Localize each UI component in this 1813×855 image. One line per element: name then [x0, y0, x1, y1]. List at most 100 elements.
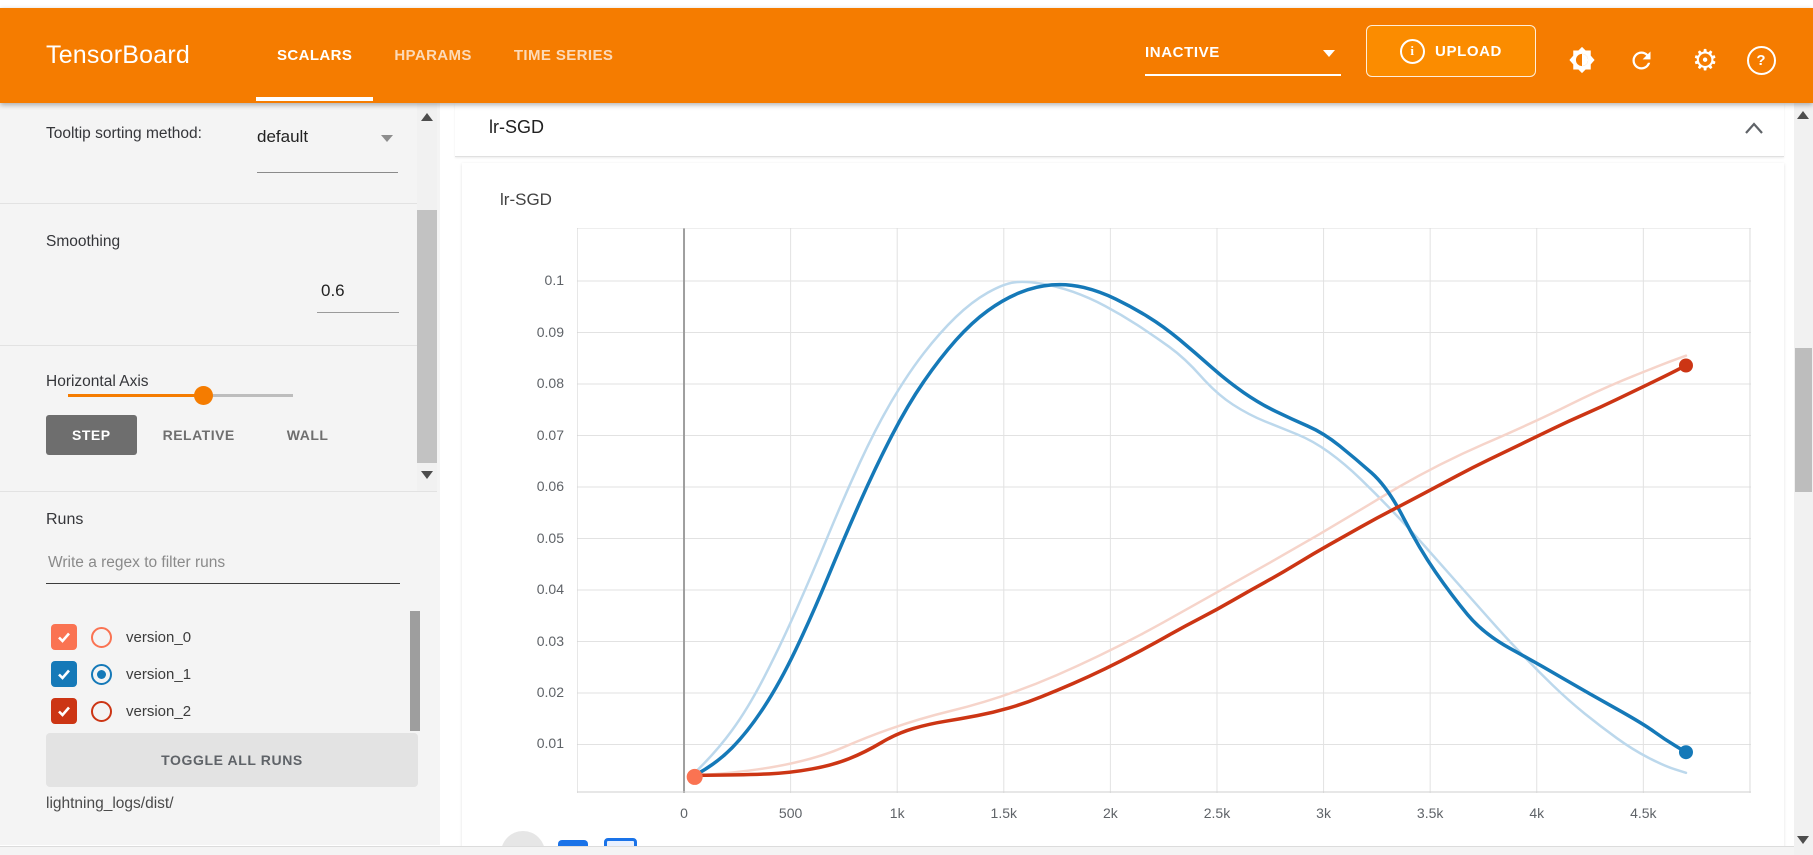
tooltip-sorting-label: Tooltip sorting method: — [46, 125, 202, 142]
smoothing-slider-thumb[interactable] — [194, 386, 213, 405]
run-radio[interactable] — [91, 700, 112, 722]
runs-filter — [46, 553, 402, 584]
horizontal-axis-buttons: STEP RELATIVE WALL — [46, 415, 354, 455]
x-axis-tick-label: 3.5k — [1416, 805, 1444, 821]
x-axis-tick-label: 4k — [1529, 805, 1545, 821]
scrollbar-thumb[interactable] — [417, 210, 437, 463]
dropdown-underline — [257, 172, 398, 173]
x-axis-tick-label: 3k — [1316, 805, 1331, 821]
tooltip-sorting-value: default — [257, 127, 309, 146]
y-axis-tick-label: 0.1 — [544, 272, 564, 289]
x-axis-tick-label: 2k — [1102, 805, 1118, 821]
series-end-dot — [1678, 745, 1693, 760]
x-axis-tick-label: 0 — [680, 805, 688, 821]
app-title: TensorBoard — [46, 41, 190, 69]
scroll-down-icon[interactable] — [1797, 836, 1809, 844]
scroll-down-icon[interactable] — [421, 471, 433, 479]
series-line-version_2--smoothed-0-6- — [692, 363, 1688, 778]
scalar-group-header[interactable]: lr-SGD — [455, 103, 1784, 157]
toggle-all-runs-button[interactable]: TOGGLE ALL RUNS — [46, 733, 418, 787]
app-header: TensorBoard SCALARS HPARAMS TIME SERIES IN… — [0, 8, 1813, 103]
smoothing-slider-fill — [68, 394, 203, 397]
y-axis-tick-label: 0.04 — [536, 581, 564, 597]
chart-title: lr-SGD — [500, 190, 552, 209]
run-row-version_1[interactable]: version_1 — [51, 656, 191, 692]
refresh-icon[interactable] — [1621, 40, 1661, 80]
y-axis-tick-label: 0.07 — [536, 426, 564, 443]
x-axis-tick-label: 500 — [778, 805, 803, 821]
page-bottom-strip — [0, 846, 1794, 855]
chart-action-button[interactable] — [558, 840, 588, 847]
y-axis-tick-label: 0.01 — [536, 735, 564, 752]
run-radio[interactable] — [91, 663, 112, 685]
run-checkbox[interactable] — [51, 661, 77, 687]
runs-filter-input[interactable] — [46, 553, 402, 573]
x-axis-tick-label: 4.5k — [1630, 805, 1657, 821]
chevron-down-icon — [381, 135, 393, 142]
tab-bar: SCALARS HPARAMS TIME SERIES — [256, 8, 634, 103]
run-label: version_2 — [126, 702, 192, 720]
settings-gear-icon[interactable]: ⚙ — [1692, 43, 1718, 77]
chart-canvas[interactable] — [577, 228, 1751, 793]
section-divider — [0, 345, 437, 346]
help-icon[interactable]: ? — [1741, 40, 1781, 80]
tab-scalars[interactable]: SCALARS — [256, 8, 374, 103]
x-axis-tick-label: 1.5k — [990, 805, 1018, 821]
series-line-version_1--smoothed-0-6- — [692, 282, 1688, 778]
runs-scrollbar-thumb[interactable] — [410, 611, 420, 731]
chart-action-button[interactable] — [501, 831, 545, 847]
run-status-value: INACTIVE — [1145, 44, 1220, 61]
info-icon: i — [1400, 38, 1426, 64]
series-line-version_1 — [693, 280, 1688, 775]
axis-option-relative[interactable]: RELATIVE — [162, 427, 235, 443]
smoothing-label: Smoothing — [46, 233, 121, 250]
scalar-group-title: lr-SGD — [489, 117, 544, 137]
axis-option-step[interactable]: STEP — [46, 415, 137, 455]
log-directory-path: lightning_logs/dist/ — [46, 795, 174, 812]
dropdown-underline — [1145, 74, 1341, 76]
y-axis-tick-label: 0.06 — [536, 478, 564, 495]
run-radio[interactable] — [91, 626, 112, 648]
scalar-chart-card: lr-SGD — [462, 163, 1784, 847]
tooltip-sorting-dropdown[interactable]: default — [257, 127, 398, 173]
run-checkbox[interactable] — [51, 624, 77, 650]
run-row-version_2[interactable]: version_2 — [51, 693, 191, 729]
upload-button[interactable]: i UPLOAD — [1366, 25, 1536, 77]
chevron-up-icon[interactable] — [1742, 119, 1768, 141]
section-divider — [0, 203, 437, 204]
settings-sidebar: Tooltip sorting method: default Smoothin… — [0, 103, 440, 845]
horizontal-axis-label: Horizontal Axis — [46, 373, 149, 390]
axis-option-wall[interactable]: WALL — [286, 427, 329, 443]
y-axis-tick-label: 0.05 — [536, 529, 564, 546]
scroll-up-icon[interactable] — [1797, 111, 1809, 119]
chart-action-button[interactable] — [604, 838, 637, 847]
scroll-up-icon[interactable] — [421, 113, 433, 121]
tab-hparams[interactable]: HPARAMS — [394, 47, 472, 64]
upload-button-label: UPLOAD — [1435, 42, 1502, 60]
y-axis-tick-label: 0.08 — [536, 375, 564, 392]
brightness-icon[interactable] — [1562, 40, 1602, 80]
series-end-dot — [686, 768, 703, 785]
chevron-down-icon — [1323, 50, 1335, 57]
tab-time-series[interactable]: TIME SERIES — [513, 47, 614, 64]
y-axis-tick-label: 0.03 — [536, 632, 564, 649]
smoothing-value: 0.6 — [321, 281, 345, 300]
series-line-version_2 — [693, 354, 1688, 777]
sidebar-scrollbar[interactable] — [417, 103, 437, 491]
y-axis-tick-label: 0.09 — [536, 323, 564, 340]
run-label: version_1 — [126, 665, 192, 683]
x-axis-tick-label: 1k — [889, 805, 905, 821]
scrollbar-thumb[interactable] — [1795, 348, 1812, 492]
smoothing-value-field[interactable]: 0.6 — [317, 281, 399, 313]
runs-section-title: Runs — [46, 511, 84, 528]
page-scrollbar[interactable] — [1794, 103, 1813, 855]
x-axis-tick-label: 2.5k — [1203, 805, 1231, 821]
run-label: version_0 — [126, 628, 192, 646]
run-checkbox[interactable] — [51, 698, 77, 724]
run-status-dropdown[interactable]: INACTIVE — [1145, 36, 1341, 76]
y-axis-tick-label: 0.02 — [536, 683, 564, 700]
section-divider — [0, 491, 437, 492]
line-chart-plot[interactable]: 0.1 0.09 0.08 0.07 0.06 0.05 0.04 0.03 0.02 0.01 0… — [537, 228, 1751, 821]
run-row-version_0[interactable]: version_0 — [51, 619, 191, 655]
